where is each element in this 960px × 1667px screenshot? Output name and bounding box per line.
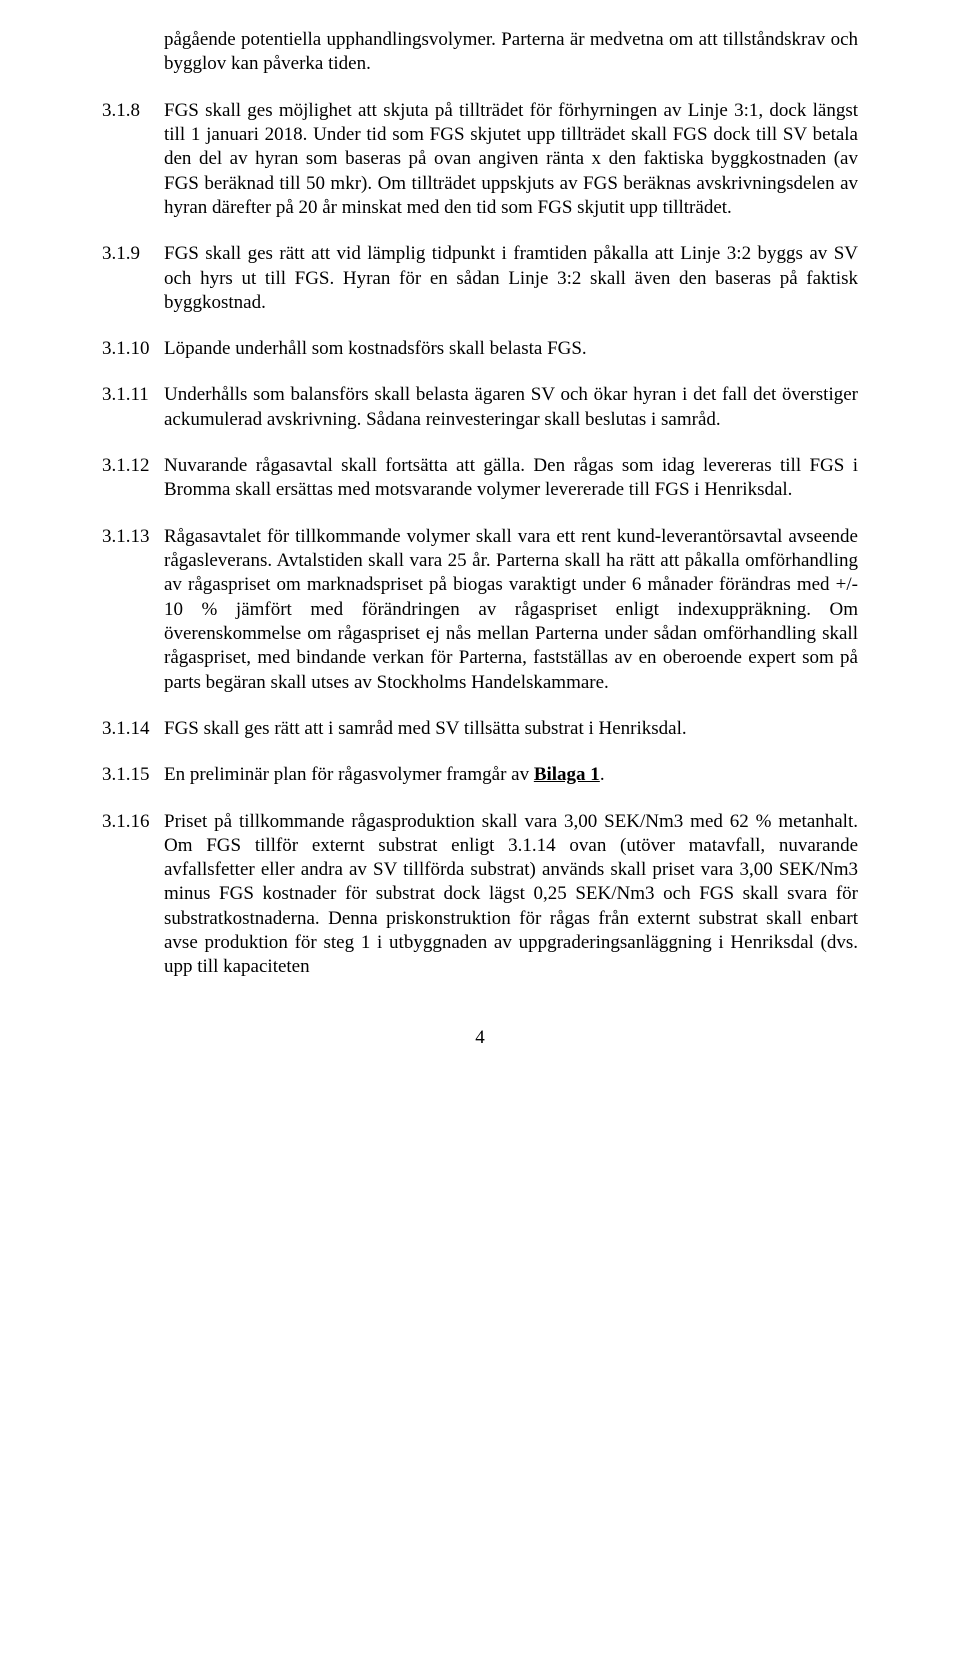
item-3-1-13: 3.1.13 Rågasavtalet för tillkommande vol… [102, 525, 858, 695]
item-text: Rågasavtalet för tillkommande volymer sk… [164, 525, 858, 695]
item-text: Löpande underhåll som kostnadsförs skall… [164, 337, 858, 361]
item-number: 3.1.13 [102, 525, 164, 695]
item-number: 3.1.11 [102, 383, 164, 432]
item-text: FGS skall ges rätt att vid lämplig tidpu… [164, 242, 858, 315]
item-number: 3.1.8 [102, 99, 164, 221]
continuation-paragraph: pågående potentiella upphandlingsvolymer… [164, 28, 858, 77]
item-3-1-14: 3.1.14 FGS skall ges rätt att i samråd m… [102, 717, 858, 741]
item-text: FGS skall ges rätt att i samråd med SV t… [164, 717, 858, 741]
item-3-1-16: 3.1.16 Priset på tillkommande rågasprodu… [102, 810, 858, 980]
item-number: 3.1.10 [102, 337, 164, 361]
item-3-1-11: 3.1.11 Underhålls som balansförs skall b… [102, 383, 858, 432]
bilaga-reference: Bilaga 1 [534, 764, 600, 785]
item-text: FGS skall ges möjlighet att skjuta på ti… [164, 99, 858, 221]
item-3-1-8: 3.1.8 FGS skall ges möjlighet att skjuta… [102, 99, 858, 221]
document-page: pågående potentiella upphandlingsvolymer… [0, 0, 960, 1667]
item-3-1-15: 3.1.15 En preliminär plan för rågasvolym… [102, 763, 858, 787]
page-number: 4 [102, 1026, 858, 1050]
item-3-1-12: 3.1.12 Nuvarande rågasavtal skall fortsä… [102, 454, 858, 503]
item-text: Underhålls som balansförs skall belasta … [164, 383, 858, 432]
item-number: 3.1.15 [102, 763, 164, 787]
item-number: 3.1.16 [102, 810, 164, 980]
item-text-part: . [600, 764, 605, 785]
item-text-part: En preliminär plan för rågasvolymer fram… [164, 764, 534, 785]
item-3-1-9: 3.1.9 FGS skall ges rätt att vid lämplig… [102, 242, 858, 315]
item-text: Priset på tillkommande rågasproduktion s… [164, 810, 858, 980]
continuation-text: pågående potentiella upphandlingsvolymer… [164, 29, 858, 74]
item-text: Nuvarande rågasavtal skall fortsätta att… [164, 454, 858, 503]
item-number: 3.1.9 [102, 242, 164, 315]
item-text: En preliminär plan för rågasvolymer fram… [164, 763, 858, 787]
item-3-1-10: 3.1.10 Löpande underhåll som kostnadsför… [102, 337, 858, 361]
item-number: 3.1.12 [102, 454, 164, 503]
item-number: 3.1.14 [102, 717, 164, 741]
